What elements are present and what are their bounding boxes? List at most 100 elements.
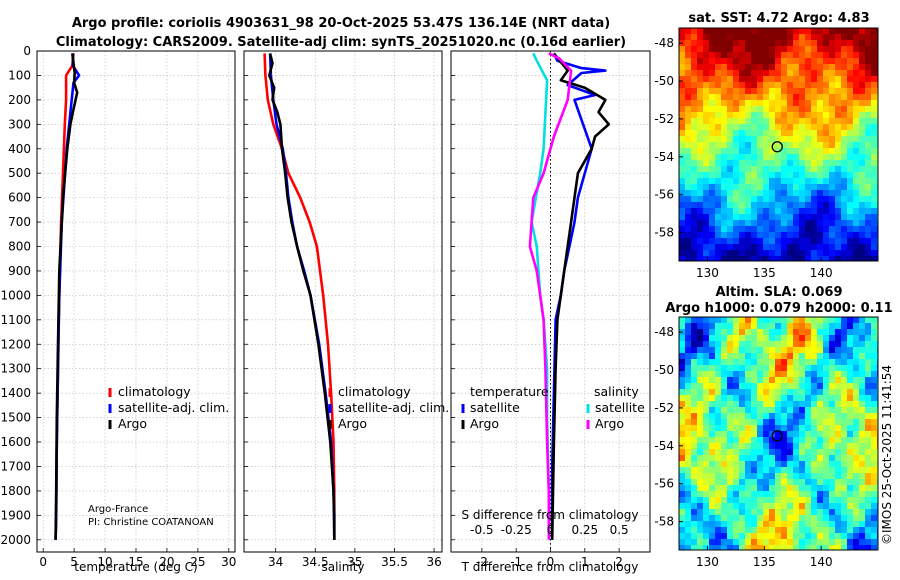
map-cell — [685, 359, 692, 366]
map-cell — [691, 413, 698, 420]
salinity-panel: 34 34.5 35 35.5 36 — [243, 50, 443, 569]
map-cell — [835, 497, 842, 504]
map-cell — [697, 106, 704, 113]
map-cell — [709, 341, 716, 348]
map-cell — [715, 190, 722, 197]
x-tick-label: 34 — [268, 555, 283, 569]
map-cell — [703, 34, 710, 41]
map-cell — [685, 178, 692, 185]
map-cell — [811, 34, 818, 41]
map-cell — [823, 238, 830, 245]
map-cell — [727, 545, 734, 550]
map-cell — [751, 232, 758, 239]
map-cell — [751, 467, 758, 474]
map-cell — [751, 383, 758, 390]
map-cell — [697, 455, 704, 462]
map-cell — [799, 437, 806, 444]
map-cell — [691, 88, 698, 95]
map-cell — [835, 437, 842, 444]
map-cell — [793, 407, 800, 414]
map-cell — [727, 226, 734, 233]
map-cell — [739, 485, 746, 492]
map-cell — [793, 383, 800, 390]
map-cell — [703, 148, 710, 155]
map-cell — [679, 497, 686, 504]
map-cell — [769, 100, 776, 107]
map-cell — [721, 449, 728, 456]
map-cell — [811, 539, 818, 546]
map-cell — [775, 226, 782, 233]
map-cell — [859, 515, 866, 522]
map-cell — [697, 425, 704, 432]
map-cell — [745, 154, 752, 161]
y-tick-label: 900 — [8, 264, 31, 278]
map-cell — [715, 226, 722, 233]
map-cell — [709, 124, 716, 131]
map-cell — [829, 539, 836, 546]
map-cell — [829, 40, 836, 47]
map-cell — [721, 118, 728, 125]
map-cell — [781, 178, 788, 185]
map-cell — [829, 112, 836, 119]
map-cell — [709, 136, 716, 143]
map-cell — [841, 118, 848, 125]
map-cell — [841, 335, 848, 342]
map-cell — [841, 130, 848, 137]
map-cell — [703, 491, 710, 498]
map-cell — [715, 383, 722, 390]
map-cell — [751, 100, 758, 107]
map-cell — [775, 419, 782, 426]
map-cell — [691, 431, 698, 438]
map-cell — [691, 497, 698, 504]
map-cell — [757, 509, 764, 516]
map-cell — [697, 178, 704, 185]
map-cell — [841, 485, 848, 492]
map-cell — [799, 533, 806, 540]
map-cell — [835, 142, 842, 149]
map-cell — [715, 455, 722, 462]
map-cell — [817, 461, 824, 468]
map-cell — [733, 196, 740, 203]
map-cell — [823, 395, 830, 402]
map-cell — [703, 509, 710, 516]
map-cell — [685, 100, 692, 107]
map-cell — [733, 335, 740, 342]
map-cell — [775, 112, 782, 119]
map-cell — [823, 509, 830, 516]
map-cell — [679, 335, 686, 342]
map-cell — [739, 389, 746, 396]
map-cell — [829, 395, 836, 402]
map-y-tick-label: -56 — [654, 188, 674, 202]
map-cell — [817, 214, 824, 221]
sla-map-title: Altim. SLA: 0.069 — [716, 285, 843, 300]
map-cell — [817, 407, 824, 414]
map-cell — [829, 389, 836, 396]
map-cell — [745, 389, 752, 396]
map-cell — [697, 473, 704, 480]
map-cell — [745, 256, 752, 261]
map-cell — [793, 34, 800, 41]
map-cell — [763, 244, 770, 251]
x-tick-label: 0 — [547, 555, 555, 569]
map-cell — [697, 112, 704, 119]
map-cell — [829, 142, 836, 149]
map-cell — [697, 232, 704, 239]
map-cell — [697, 497, 704, 504]
map-cell — [679, 124, 686, 131]
map-cell — [781, 208, 788, 215]
map-cell — [769, 148, 776, 155]
map-cell — [853, 341, 860, 348]
map-cell — [691, 250, 698, 257]
map-cell — [835, 154, 842, 161]
map-cell — [829, 479, 836, 486]
map-cell — [769, 479, 776, 486]
map-cell — [841, 527, 848, 534]
map-cell — [757, 88, 764, 95]
map-cell — [835, 244, 842, 251]
map-cell — [709, 154, 716, 161]
x-tick-label: 1 — [581, 555, 589, 569]
map-cell — [829, 527, 836, 534]
map-cell — [769, 371, 776, 378]
map-cell — [703, 515, 710, 522]
map-cell — [865, 443, 872, 450]
